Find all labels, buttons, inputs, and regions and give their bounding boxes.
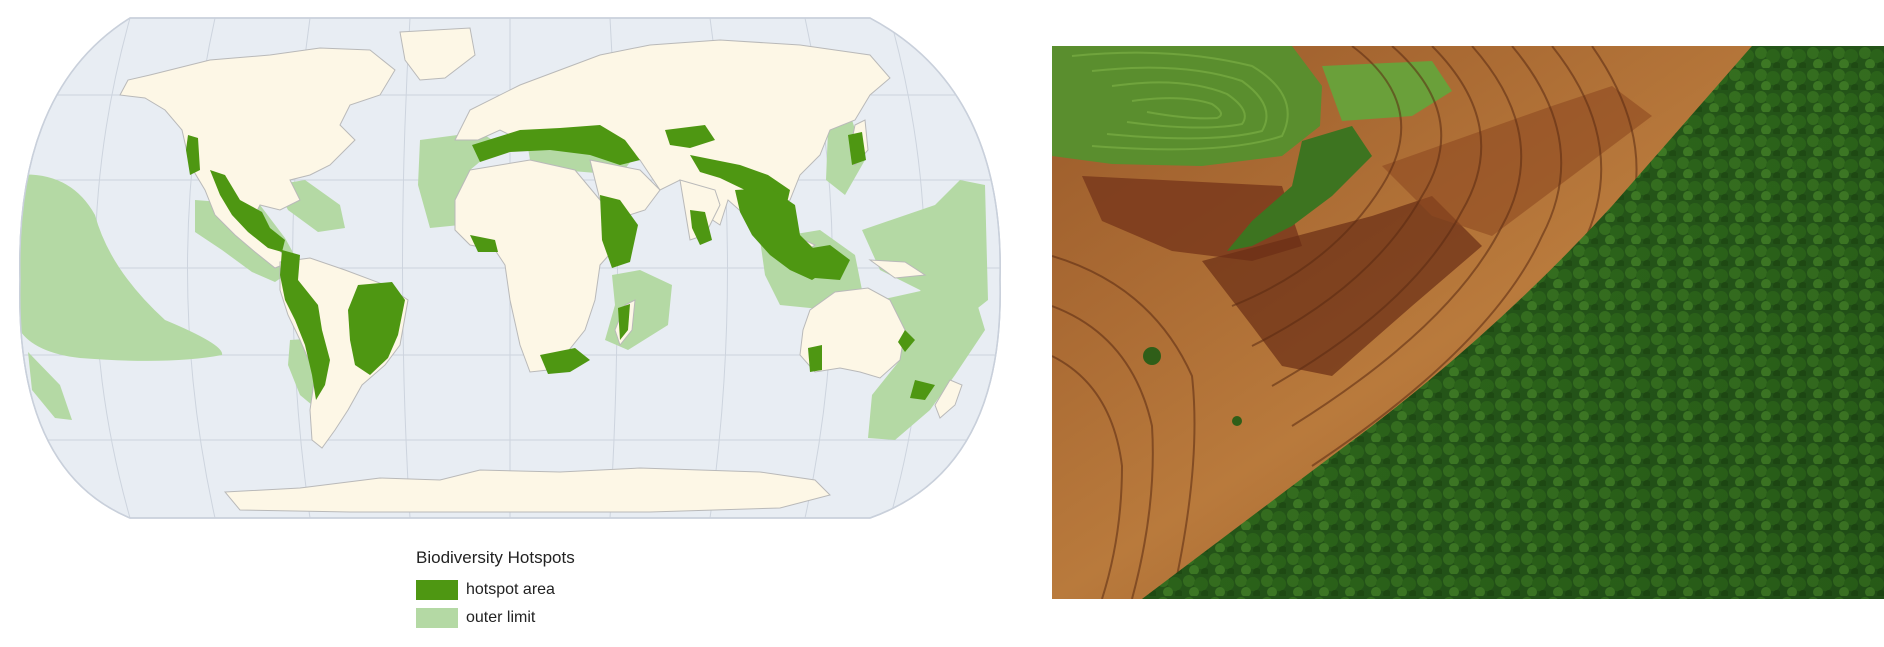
hotspot-regions — [186, 125, 935, 400]
legend-item-hotspot-area: hotspot area — [416, 576, 676, 604]
legend-swatch-outer-limit — [416, 608, 458, 628]
world-map — [19, 17, 1001, 519]
australia — [799, 287, 906, 379]
legend-label: outer limit — [466, 609, 536, 626]
legend-swatch-hotspot-area — [416, 580, 458, 600]
greenland — [399, 27, 476, 81]
map-legend: Biodiversity Hotspots hotspot area outer… — [416, 548, 676, 632]
aerial-deforestation-photo — [1052, 46, 1884, 599]
north-america — [119, 47, 396, 269]
new-guinea — [868, 259, 927, 279]
legend-title: Biodiversity Hotspots — [416, 548, 575, 567]
legend-item-outer-limit: outer limit — [416, 604, 676, 632]
lone-tree — [1232, 416, 1242, 426]
new-zealand — [934, 379, 963, 419]
biodiversity-hotspots-map: Biodiversity Hotspots hotspot area outer… — [19, 17, 1001, 632]
legend-label: hotspot area — [466, 581, 555, 598]
aerial-photo-illustration — [1052, 46, 1884, 599]
tree-strip — [1227, 126, 1372, 251]
antarctica — [223, 467, 831, 513]
lone-tree — [1143, 347, 1161, 365]
green-field — [1052, 46, 1322, 166]
